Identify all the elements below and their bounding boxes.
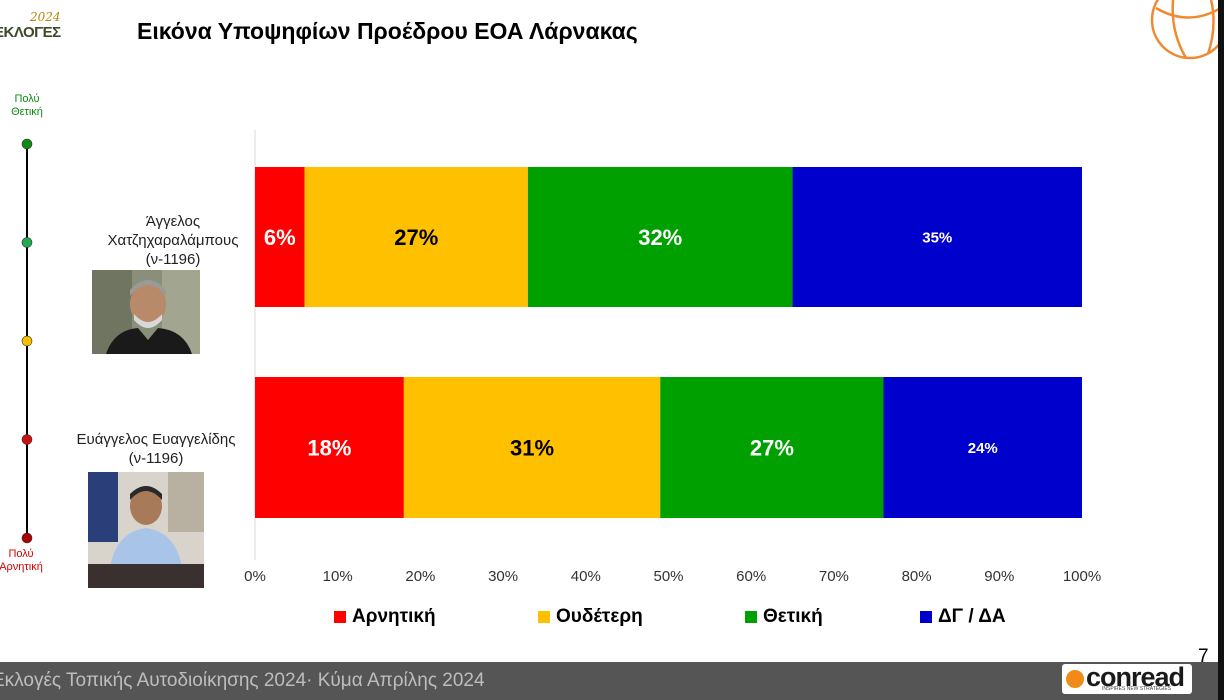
footer-text: Εκλογές Τοπικής Αυτοδιοίκησης 2024· Κύμα…: [0, 670, 485, 691]
data-label-1-2: 27%: [394, 225, 438, 250]
bar-2-2: [403, 377, 661, 518]
legend-item-3: Θετική: [745, 606, 823, 628]
x-tick-label-6: 60%: [736, 568, 766, 585]
scale-bottom-label: Πολύ Αρνητική: [0, 548, 43, 573]
data-label-2-1: 18%: [307, 435, 351, 460]
bar-2-1: [255, 377, 404, 518]
data-label-2-3: 27%: [750, 435, 794, 460]
legend-swatch-1: [334, 611, 346, 623]
x-tick-label-4: 40%: [571, 568, 601, 585]
x-tick-label-0: 0%: [244, 568, 266, 585]
data-label-1-4: 35%: [922, 229, 952, 246]
legend-swatch-3: [745, 611, 757, 623]
bar-2-4: [883, 377, 1082, 518]
data-label-2-4: 24%: [968, 440, 998, 457]
scale-dot-1: [21, 138, 33, 150]
legend-swatch-2: [538, 611, 550, 623]
stacked-bar-chart: 6% 27% 32% 35% 18% 31% 27% 24% 0% 10% 20% 30% 40% 50%…: [244, 130, 1101, 585]
x-tick-label-5: 50%: [653, 568, 683, 585]
data-label-1-1: 6%: [264, 225, 296, 250]
legend-swatch-4: [920, 611, 932, 623]
scale-dot-4: [21, 434, 33, 445]
legend-label-3: Θετική: [763, 606, 823, 627]
logo-year: 2024: [30, 10, 61, 24]
page-number: 7: [1198, 646, 1209, 667]
sentiment-scale: [21, 138, 33, 544]
data-label-2-2: 31%: [510, 435, 554, 460]
legend-item-4: ΔΓ / ΔΑ: [920, 606, 1006, 628]
brand-dot-icon: [1066, 670, 1084, 688]
x-tick-label-10: 100%: [1063, 568, 1101, 585]
candidate-name-1: Άγγελος Χατζηχαραλάμπους (ν-1196): [107, 213, 239, 268]
bar-1-2: [304, 167, 528, 307]
x-tick-label-9: 90%: [984, 568, 1014, 585]
x-tick-label-2: 20%: [405, 568, 435, 585]
scale-dot-5: [21, 532, 33, 544]
basketball-icon: [1150, 0, 1224, 60]
legend-item-2: Ουδέτερη: [538, 606, 643, 628]
x-tick-label-3: 30%: [488, 568, 518, 585]
brand-tagline: INSPIRES NEW STRATEGIES: [1102, 686, 1172, 692]
x-tick-label-8: 80%: [902, 568, 932, 585]
candidate-photo-1: [92, 270, 200, 354]
bar-1-4: [792, 167, 1082, 307]
conread-logo: conread INSPIRES NEW STRATEGIES: [1062, 662, 1192, 694]
data-label-1-3: 32%: [638, 225, 682, 250]
bar-2-3: [660, 377, 884, 518]
legend-label-4: ΔΓ / ΔΑ: [938, 606, 1006, 627]
x-tick-label-7: 70%: [819, 568, 849, 585]
legend-label-2: Ουδέτερη: [556, 606, 643, 627]
elections-logo: 2024 ΕΚΛΟΓΕΣ: [0, 10, 74, 44]
page-title: Εικόνα Υποψηφίων Προέδρου ΕΟΑ Λάρνακας: [137, 18, 638, 44]
footer-bar: Εκλογές Τοπικής Αυτοδιοίκησης 2024· Κύμα…: [0, 662, 1218, 700]
scale-dot-3: [21, 335, 33, 347]
candidate-photo-2: [88, 472, 204, 588]
candidate-name-2: Ευάγγελος Ευαγγελίδης (ν-1196): [76, 431, 236, 467]
scale-dot-2: [21, 237, 33, 248]
logo-text: ΕΚΛΟΓΕΣ: [0, 24, 61, 41]
scale-top-label: Πολύ Θετική: [11, 93, 43, 118]
legend-label-1: Αρνητική: [352, 606, 436, 627]
legend-item-1: Αρνητική: [334, 606, 436, 628]
window-edge: [1218, 0, 1224, 700]
bar-1-1: [255, 167, 305, 307]
x-tick-label-1: 10%: [323, 568, 353, 585]
brand-name: conread: [1086, 662, 1185, 692]
bar-1-3: [527, 167, 793, 307]
